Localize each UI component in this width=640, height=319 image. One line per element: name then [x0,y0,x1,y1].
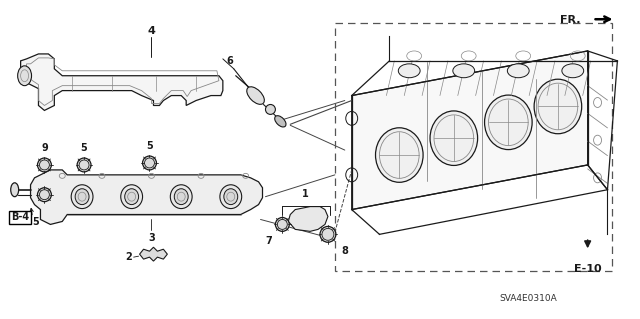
Ellipse shape [121,185,143,209]
Ellipse shape [508,64,529,78]
Ellipse shape [38,188,51,202]
Ellipse shape [38,158,51,172]
Text: 7: 7 [266,236,273,246]
Ellipse shape [125,189,139,204]
Ellipse shape [174,189,188,204]
Ellipse shape [220,185,242,209]
Text: 5: 5 [33,218,39,227]
Bar [335,23,612,271]
Text: 8: 8 [342,246,349,256]
Ellipse shape [453,64,475,78]
Ellipse shape [247,87,264,104]
Ellipse shape [562,64,584,78]
Text: 3: 3 [148,234,155,243]
Ellipse shape [320,226,336,242]
Text: 5: 5 [81,143,88,153]
Polygon shape [288,207,328,231]
Text: 2: 2 [125,252,132,262]
Text: B-4: B-4 [11,212,29,222]
Ellipse shape [534,79,582,134]
Text: 4: 4 [148,26,156,36]
Ellipse shape [275,116,286,127]
Ellipse shape [11,183,19,197]
Ellipse shape [430,111,477,166]
Text: FR.: FR. [560,15,580,25]
Ellipse shape [275,218,289,231]
Polygon shape [20,54,223,110]
Ellipse shape [376,128,423,182]
Polygon shape [31,170,262,225]
Text: SVA4E0310A: SVA4E0310A [499,294,557,303]
Text: 5: 5 [146,141,153,151]
Text: E-10: E-10 [574,264,602,274]
Ellipse shape [143,156,156,170]
Polygon shape [140,247,167,261]
Ellipse shape [75,189,89,204]
Text: 9: 9 [41,143,48,153]
Ellipse shape [71,185,93,209]
Ellipse shape [77,158,91,172]
Text: 1: 1 [301,189,308,199]
Ellipse shape [224,189,237,204]
Polygon shape [352,51,588,210]
Text: 6: 6 [226,56,233,66]
Ellipse shape [18,66,31,85]
Ellipse shape [398,64,420,78]
Ellipse shape [266,105,275,115]
Ellipse shape [170,185,192,209]
Ellipse shape [484,95,532,150]
